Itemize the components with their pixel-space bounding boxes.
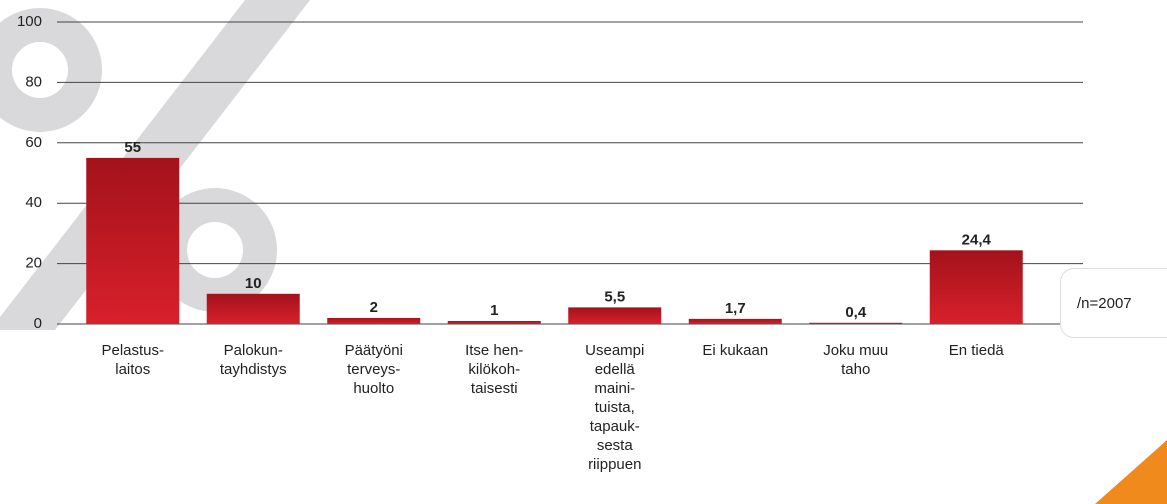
value-label: 1,7 (725, 300, 746, 317)
corner-decoration (1095, 440, 1167, 504)
value-label: 0,4 (845, 304, 867, 321)
x-tick-label: Päätyöni terveys- huolto (319, 341, 429, 398)
value-label: 1 (490, 302, 498, 319)
x-tick-label: En tiedä (921, 341, 1031, 360)
y-tick-label: 0 (34, 315, 42, 332)
bar (930, 250, 1023, 324)
value-label: 24,4 (962, 231, 992, 248)
y-tick-label: 80 (25, 73, 42, 90)
x-tick-label: Ei kukaan (680, 341, 790, 360)
bar (809, 323, 902, 324)
bar (568, 307, 661, 324)
annotation: /n=2007 (1060, 268, 1167, 338)
x-tick-label: Palokun- tayhdistys (198, 341, 308, 379)
y-tick-label: 20 (25, 255, 42, 272)
bar (689, 319, 782, 324)
x-tick-label: Joku muu taho (801, 341, 911, 379)
x-tick-label: Itse hen- kilökoh- taisesti (439, 341, 549, 398)
y-tick-label: 60 (25, 134, 42, 151)
bar (86, 158, 179, 324)
value-label: 2 (370, 299, 378, 316)
value-label: 55 (124, 139, 141, 156)
x-tick-label: Useampi edellä maini- tuista, tapauk- se… (560, 341, 670, 474)
y-tick-label: 100 (17, 13, 42, 30)
value-label: 5,5 (604, 288, 625, 305)
y-tick-label: 40 (25, 194, 42, 211)
bar (207, 294, 300, 324)
page: 0204060801005510215,51,70,424,4 /n=2007 … (0, 0, 1167, 504)
value-label: 10 (245, 275, 262, 292)
bar (327, 318, 420, 324)
bar (448, 321, 541, 324)
x-tick-label: Pelastus- laitos (78, 341, 188, 379)
